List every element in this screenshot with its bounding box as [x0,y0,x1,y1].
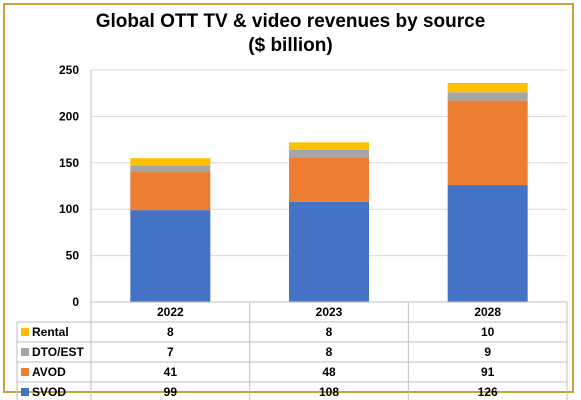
bar-segment [289,201,369,302]
legend-key [21,368,29,376]
bar-segment [289,149,369,158]
legend-label: SVOD [32,385,66,399]
chart-title-block: Global OTT TV & video revenues by source… [0,10,581,58]
bar-segment [130,172,211,211]
y-tick-label: 150 [59,156,79,170]
x-category-label: 2022 [157,305,184,319]
chart-subtitle: ($ billion) [248,35,333,56]
data-label: 8 [326,345,333,359]
legend-label: Rental [32,325,69,339]
bar-segment [130,165,211,173]
y-tick-label: 50 [66,249,80,263]
bar-segment [289,157,369,202]
data-label: 91 [481,365,495,379]
data-label: 10 [481,325,495,339]
y-tick-label: 250 [59,63,79,77]
legend-label: DTO/EST [32,345,84,359]
legend-label: AVOD [32,365,66,379]
chart-title: Global OTT TV & video revenues by source [95,11,486,32]
y-tick-label: 100 [59,202,79,216]
x-category-label: 2028 [474,305,501,319]
legend-key [21,328,29,336]
data-label: 41 [164,365,178,379]
legend-key [21,348,29,356]
data-label: 8 [326,325,333,339]
bar-segment [130,210,211,302]
data-label: 99 [164,385,178,399]
data-label: 7 [167,345,174,359]
bar-segment [289,142,369,150]
bar-segment [447,100,528,186]
bar-segment [447,92,528,101]
legend-key [21,388,29,396]
y-tick-label: 200 [59,109,79,123]
data-label: 8 [167,325,174,339]
data-label: 9 [484,345,491,359]
data-label: 126 [478,385,498,399]
data-label: 48 [322,365,336,379]
data-label: 108 [319,385,339,399]
bar-segment [447,82,528,93]
x-category-label: 2023 [316,305,343,319]
y-tick-label: 0 [72,295,79,309]
bar-segment [130,158,211,166]
bar-segment [447,185,528,302]
